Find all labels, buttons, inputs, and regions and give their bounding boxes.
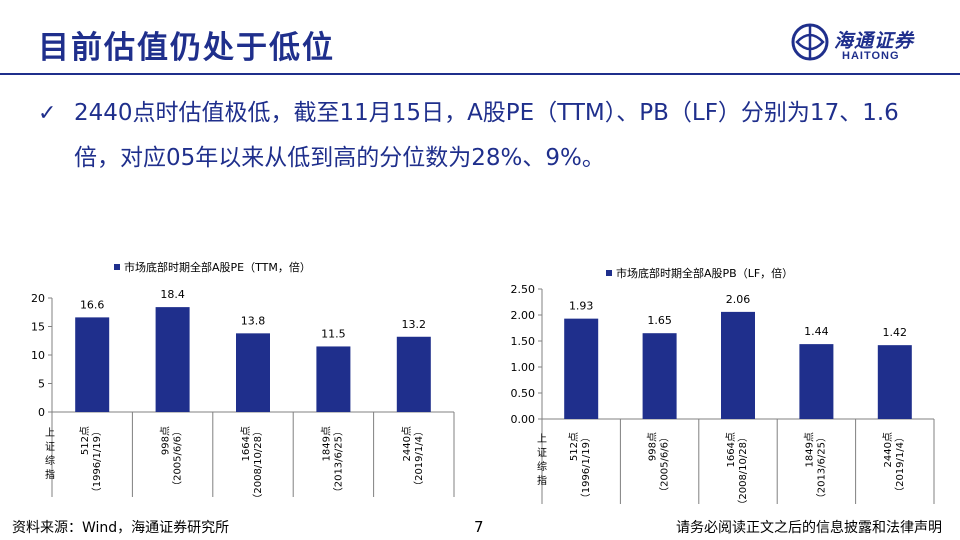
y-tick-label: 2.50 bbox=[511, 283, 536, 296]
x-tick-label-line: 1664点 bbox=[725, 432, 737, 467]
x-tick-label-line: 998点 bbox=[160, 426, 172, 455]
bar bbox=[564, 318, 599, 419]
y-tick-label: 1.00 bbox=[511, 361, 536, 374]
x-axis-caption-char: 指 bbox=[45, 468, 55, 481]
bar bbox=[396, 336, 431, 412]
x-tick-label: 1664点 （2008/10/28） bbox=[725, 432, 749, 510]
checkmark-icon: ✓ bbox=[38, 101, 57, 126]
x-axis-caption-char: 证 bbox=[45, 441, 55, 453]
legend-label: 市场底部时期全部A股PE（TTM，倍） bbox=[124, 260, 311, 274]
page-number: 7 bbox=[474, 518, 484, 536]
data-label: 13.8 bbox=[241, 314, 266, 327]
x-tick-label-line: 1664点 bbox=[240, 426, 252, 461]
bar bbox=[799, 344, 834, 419]
x-tick-label: 2440点 （2019/1/4） bbox=[882, 432, 906, 497]
data-label: 1.42 bbox=[883, 326, 908, 339]
logo-text-en: HAITONG bbox=[842, 50, 900, 62]
y-tick-label: 20 bbox=[31, 292, 45, 305]
x-axis-caption-char: 上 bbox=[537, 433, 547, 445]
legend-label: 市场底部时期全部A股PB（LF，倍） bbox=[616, 266, 793, 280]
x-axis-caption-char: 证 bbox=[537, 447, 547, 459]
page-title: 目前估值仍处于低位 bbox=[38, 30, 335, 66]
x-tick-label: 1664点 （2008/10/28） bbox=[240, 426, 264, 504]
x-axis-caption-char: 指 bbox=[537, 474, 547, 487]
x-tick-label-line: （1996/1/19） bbox=[91, 426, 103, 497]
x-tick-label-line: 2440点 bbox=[882, 432, 894, 467]
legend-swatch bbox=[114, 264, 120, 270]
data-label: 16.6 bbox=[80, 298, 105, 311]
data-label: 11.5 bbox=[321, 327, 346, 340]
x-axis-caption-char: 综 bbox=[45, 454, 55, 467]
data-label: 1.93 bbox=[569, 300, 594, 313]
x-axis-caption-char: 上 bbox=[45, 427, 55, 439]
x-tick-label-line: （1996/1/19） bbox=[580, 432, 592, 503]
company-logo: 海通证券 HAITONG bbox=[790, 22, 940, 64]
x-tick-label-line: 1849点 bbox=[320, 426, 332, 461]
y-tick-label: 10 bbox=[31, 349, 45, 362]
x-tick-label-line: 998点 bbox=[647, 432, 659, 461]
y-tick-label: 0.00 bbox=[511, 413, 536, 426]
x-tick-label: 1849点 （2013/6/25） bbox=[320, 426, 344, 497]
x-tick-label-line: （2005/6/6） bbox=[172, 426, 184, 491]
y-tick-label: 0 bbox=[38, 406, 45, 419]
x-tick-label-line: （2008/10/28） bbox=[737, 432, 749, 510]
x-tick-label-line: （2019/1/4） bbox=[413, 426, 425, 491]
x-tick-label-line: （2019/1/4） bbox=[894, 432, 906, 497]
x-tick-label: 998点 （2005/6/6） bbox=[647, 432, 671, 497]
x-tick-label-line: 1849点 bbox=[803, 432, 815, 467]
title-divider bbox=[0, 73, 960, 75]
pb-chart: 市场底部时期全部A股PB（LF，倍） 0.00 0.50 1.00 1.50 2.00 2.… bbox=[511, 266, 935, 510]
legend-swatch bbox=[606, 270, 612, 276]
x-tick-label-line: 2440点 bbox=[401, 426, 413, 461]
bar bbox=[316, 346, 351, 412]
bar bbox=[155, 307, 190, 412]
bar bbox=[721, 311, 755, 419]
x-tick-label-line: 512点 bbox=[79, 426, 91, 455]
data-label: 2.06 bbox=[726, 293, 751, 306]
data-label: 1.44 bbox=[804, 325, 829, 338]
x-tick-label: 512点 （1996/1/19） bbox=[568, 432, 592, 503]
bullet-point: ✓ 2440点时估值极低，截至11月15日，A股PE（TTM）、PB（LF）分别… bbox=[38, 91, 928, 181]
bar bbox=[877, 345, 912, 419]
bar bbox=[75, 317, 110, 412]
y-tick-label: 0.50 bbox=[511, 387, 536, 400]
y-tick-label: 2.00 bbox=[511, 309, 536, 322]
data-label: 18.4 bbox=[160, 288, 185, 301]
logo-emblem-icon bbox=[791, 23, 829, 61]
bullet-text: 2440点时估值极低，截至11月15日，A股PE（TTM）、PB（LF）分别为1… bbox=[74, 100, 899, 171]
x-tick-label-line: 512点 bbox=[568, 432, 580, 461]
y-tick-label: 1.50 bbox=[511, 335, 536, 348]
source-note: 资料来源：Wind，海通证券研究所 bbox=[12, 520, 230, 536]
y-tick-label: 15 bbox=[31, 321, 45, 334]
x-tick-label-line: （2008/10/28） bbox=[252, 426, 264, 504]
x-tick-label-line: （2013/6/25） bbox=[332, 426, 344, 497]
x-axis-caption-char: 综 bbox=[537, 460, 547, 473]
x-tick-label: 512点 （1996/1/19） bbox=[79, 426, 103, 497]
pe-chart: 市场底部时期全部A股PE（TTM，倍） 0 5 10 15 20 16.6 512点 （1996… bbox=[31, 260, 455, 504]
x-tick-label: 2440点 （2019/1/4） bbox=[401, 426, 425, 491]
data-label: 1.65 bbox=[647, 314, 672, 327]
bar bbox=[236, 333, 270, 412]
x-tick-label-line: （2005/6/6） bbox=[659, 432, 671, 497]
x-tick-label: 1849点 （2013/6/25） bbox=[803, 432, 827, 503]
data-label: 13.2 bbox=[402, 318, 427, 331]
logo-text-cn: 海通证券 bbox=[834, 30, 915, 52]
y-tick-label: 5 bbox=[38, 378, 45, 391]
x-tick-label-line: （2013/6/25） bbox=[815, 432, 827, 503]
x-tick-label: 998点 （2005/6/6） bbox=[160, 426, 184, 491]
disclaimer: 请务必阅读正文之后的信息披露和法律声明 bbox=[676, 520, 942, 536]
bar bbox=[642, 333, 677, 419]
